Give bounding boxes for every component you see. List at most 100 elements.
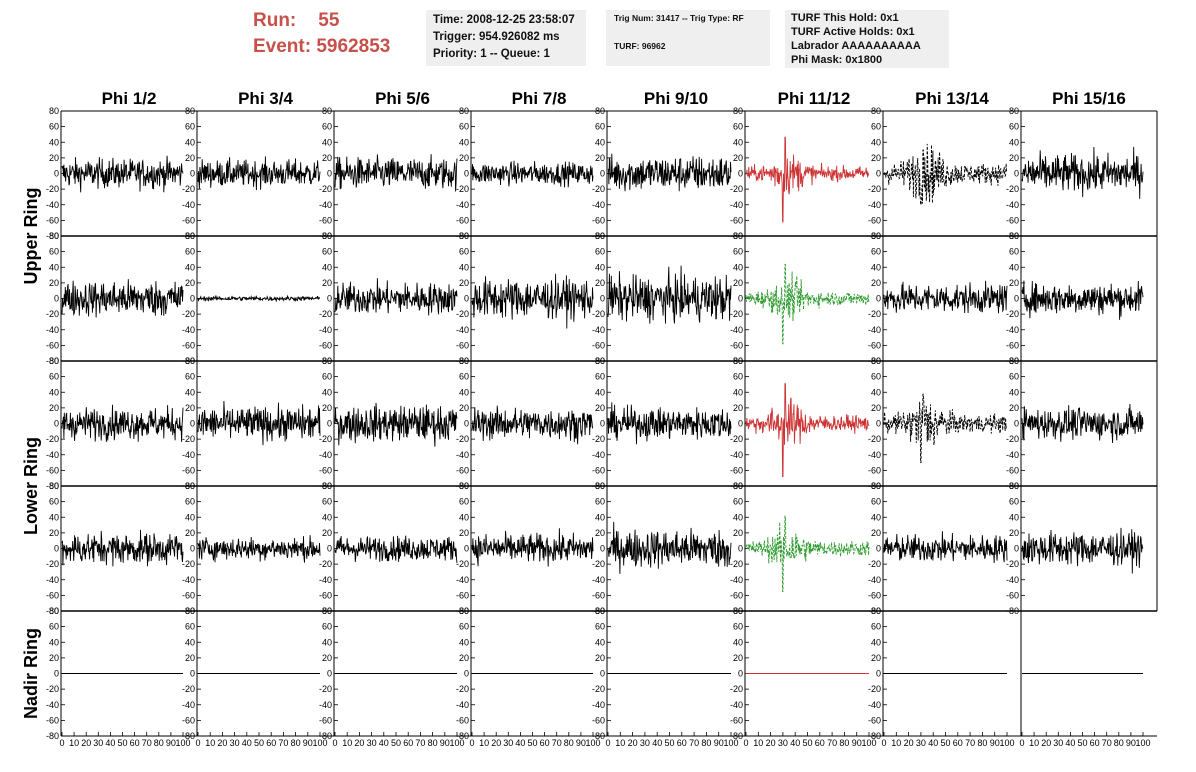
x-tick-label: 90 (166, 738, 176, 748)
column-header: Phi 7/8 (512, 89, 567, 108)
x-tick-label: 0 (1019, 738, 1024, 748)
column-header: Phi 15/16 (1052, 89, 1126, 108)
y-tick-label: -60 (592, 340, 605, 350)
y-tick-label: 60 (459, 247, 469, 257)
y-tick-label: -20 (730, 559, 743, 569)
y-tick-label: 20 (1009, 403, 1019, 413)
x-tick-label: 50 (527, 738, 537, 748)
x-tick-label: 40 (105, 738, 115, 748)
y-tick-label: -20 (456, 684, 469, 694)
y-tick-label: 60 (185, 372, 195, 382)
y-tick-label: 80 (871, 606, 881, 616)
y-tick-label: 0 (738, 669, 743, 679)
y-tick-label: 20 (185, 653, 195, 663)
y-tick-label: 40 (322, 387, 332, 397)
y-tick-label: 0 (1014, 169, 1019, 179)
y-tick-label: -40 (868, 575, 881, 585)
y-tick-label: -80 (46, 606, 59, 616)
y-tick-label: -60 (182, 465, 195, 475)
y-tick-label: -40 (182, 200, 195, 210)
y-tick-label: 60 (459, 372, 469, 382)
x-tick-label: 80 (1114, 738, 1124, 748)
x-tick-label: 80 (977, 738, 987, 748)
x-tick-label: 10 (615, 738, 625, 748)
y-tick-label: 60 (322, 497, 332, 507)
y-tick-label: -60 (868, 465, 881, 475)
y-tick-label: -20 (319, 559, 332, 569)
waveform-trace (471, 273, 594, 329)
y-tick-label: -60 (182, 715, 195, 725)
y-tick-label: -40 (1006, 450, 1019, 460)
y-tick-label: 20 (871, 653, 881, 663)
y-tick-label: -20 (182, 684, 195, 694)
column-header: Phi 1/2 (102, 89, 157, 108)
y-tick-label: 80 (459, 231, 469, 241)
y-tick-label: -20 (730, 684, 743, 694)
y-tick-label: -60 (319, 340, 332, 350)
y-tick-label: -40 (46, 325, 59, 335)
y-tick-label: 80 (322, 481, 332, 491)
y-tick-label: 40 (595, 637, 605, 647)
y-tick-label: 0 (600, 419, 605, 429)
y-tick-label: 0 (190, 669, 195, 679)
x-tick-label: 30 (93, 738, 103, 748)
y-tick-label: 0 (1014, 419, 1019, 429)
y-tick-label: 60 (322, 622, 332, 632)
y-tick-label: 0 (327, 169, 332, 179)
column-header: Phi 9/10 (644, 89, 708, 108)
x-tick-label: 20 (217, 738, 227, 748)
y-tick-label: 40 (322, 512, 332, 522)
y-tick-label: 0 (876, 294, 881, 304)
y-tick-label: -80 (46, 481, 59, 491)
y-tick-label: 40 (49, 137, 59, 147)
y-tick-label: 20 (185, 153, 195, 163)
y-tick-label: 60 (1009, 497, 1019, 507)
y-tick-label: 60 (595, 122, 605, 132)
y-tick-label: 80 (185, 106, 195, 116)
y-tick-label: -40 (182, 700, 195, 710)
y-tick-label: 60 (871, 622, 881, 632)
y-tick-label: 80 (733, 356, 743, 366)
y-tick-label: -20 (868, 184, 881, 194)
y-tick-label: -20 (730, 309, 743, 319)
x-tick-label: 90 (440, 738, 450, 748)
y-tick-label: -60 (182, 340, 195, 350)
y-tick-label: 20 (733, 278, 743, 288)
y-tick-label: -60 (46, 465, 59, 475)
x-tick-label: 40 (1065, 738, 1075, 748)
y-tick-label: -20 (868, 559, 881, 569)
y-tick-label: 20 (459, 653, 469, 663)
trigger-info-box: Time: 2008-12-25 23:58:07 Trigger: 954.9… (426, 10, 586, 66)
x-tick-label: 60 (677, 738, 687, 748)
waveform-trace (197, 156, 321, 191)
y-tick-label: 80 (185, 356, 195, 366)
y-tick-label: 60 (733, 122, 743, 132)
y-tick-label: 20 (322, 528, 332, 538)
x-tick-label: 10 (1029, 738, 1039, 748)
y-tick-label: 0 (876, 169, 881, 179)
y-tick-label: 20 (595, 403, 605, 413)
y-tick-label: 20 (595, 153, 605, 163)
y-tick-label: 0 (54, 544, 59, 554)
y-tick-label: -60 (456, 340, 469, 350)
x-tick-label: 100 (449, 738, 464, 748)
x-tick-label: 30 (778, 738, 788, 748)
waveform-trace (1021, 280, 1144, 320)
y-tick-label: 40 (595, 512, 605, 522)
x-tick-label: 20 (904, 738, 914, 748)
y-tick-label: 20 (733, 153, 743, 163)
y-tick-label: -40 (592, 700, 605, 710)
y-tick-label: -20 (868, 434, 881, 444)
y-tick-label: 80 (595, 481, 605, 491)
y-tick-label: -40 (182, 575, 195, 585)
y-tick-label: 0 (54, 669, 59, 679)
waveform-trace (607, 402, 732, 445)
